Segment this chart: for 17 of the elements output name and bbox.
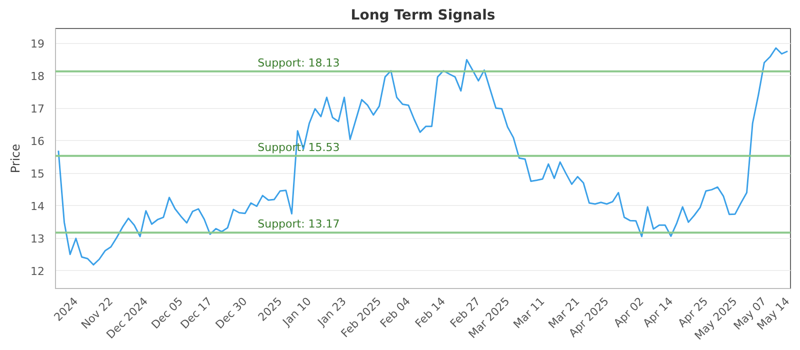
y-tick-label: 14 (30, 200, 45, 214)
line-series (58, 47, 788, 266)
y-tick-label: 16 (30, 135, 45, 148)
x-tick-label: Feb 14 (412, 294, 448, 330)
y-tick-label: 18 (30, 70, 45, 84)
y-tick-label: 19 (30, 38, 45, 51)
ref-line-label: Support: 13.17 (258, 218, 340, 231)
y-tick-label: 12 (30, 265, 45, 278)
y-tick-label: 13 (30, 232, 45, 246)
y-axis-title: Price (8, 144, 23, 174)
y-tick-label: 17 (30, 102, 45, 116)
ref-line-label: Support: 18.13 (258, 56, 340, 70)
chart-title: Long Term Signals (350, 8, 496, 24)
x-tick-label: Dec 30 (213, 294, 250, 332)
y-tick-label: 15 (30, 168, 45, 181)
x-tick-label: Jan 10 (280, 294, 314, 330)
x-tick-label: Mar 11 (510, 294, 548, 332)
